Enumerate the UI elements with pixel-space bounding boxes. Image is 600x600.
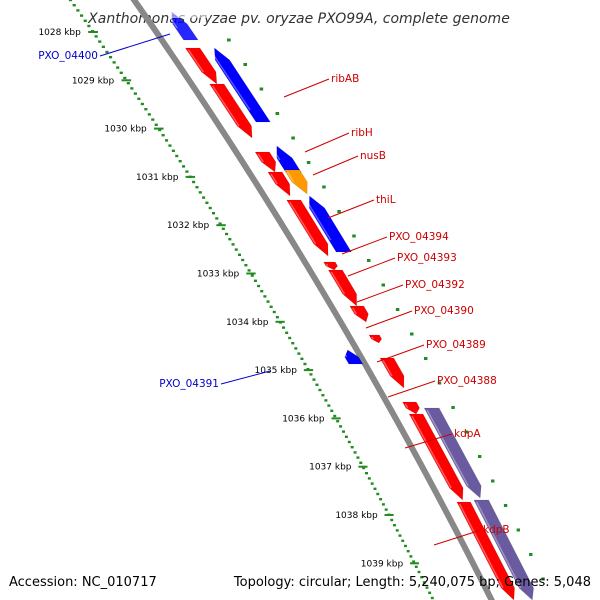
tick-label: 1034 kbp — [226, 318, 269, 328]
gene-arrow-ribh — [254, 151, 277, 173]
gene-highlight — [342, 351, 348, 358]
leader-line — [387, 380, 436, 398]
tick-label: 1035 kbp — [255, 366, 298, 376]
gene-arrow-pxo-04394 — [308, 195, 352, 253]
gene-label-pxo-04389[interactable]: PXO_04389 — [426, 339, 486, 351]
tick-label: 1029 kbp — [72, 76, 115, 86]
gene-arrow-nusb — [267, 171, 291, 197]
gene-highlight — [209, 49, 251, 111]
gene-arrow-orange — [283, 169, 308, 195]
gene-label-pxo-04392[interactable]: PXO_04392 — [405, 279, 465, 291]
gene-label-pxo-04394[interactable]: PXO_04394 — [389, 231, 449, 243]
leader-line — [312, 155, 359, 176]
gene-arrow-purple-2 — [473, 499, 534, 600]
gene-highlight — [382, 359, 393, 377]
gene-arrow-thil — [286, 199, 329, 257]
gene-arrow-pxo-04393 — [323, 261, 338, 271]
tick-label: 1037 kbp — [309, 463, 352, 473]
gene-highlight — [257, 153, 264, 163]
gene-arrow-rib-reverse — [214, 47, 271, 123]
top-fade — [170, 0, 210, 18]
label-leader-lines — [99, 33, 482, 546]
gene-arrow-pxo-04391 — [344, 349, 364, 365]
gene-highlight — [271, 147, 281, 161]
gene-highlight — [289, 201, 317, 245]
tick-label: 1036 kbp — [282, 414, 325, 424]
tick-label: 1030 kbp — [104, 125, 147, 135]
gene-highlight — [371, 336, 374, 340]
tick-label: 1038 kbp — [335, 511, 378, 521]
gene-highlight — [404, 403, 409, 409]
gene-highlight — [270, 173, 278, 185]
gene-arrow-pxo-04400 — [171, 11, 199, 41]
leader-line — [327, 199, 375, 219]
gene-highlight — [330, 271, 346, 295]
gene-highlight — [325, 263, 329, 267]
gene-highlight — [212, 85, 240, 127]
gene-label-ribh[interactable]: ribH — [351, 127, 373, 139]
tick-label: 1028 kbp — [38, 28, 81, 38]
gene-arrow-kdpb — [456, 501, 515, 600]
gene-highlight — [187, 49, 204, 73]
kbp-tick-labels: 1028 kbp 1029 kbp 1030 kbp 1031 kbp 1032 kbp… — [38, 28, 419, 569]
leader-line — [356, 284, 404, 303]
gene-label-ribab[interactable]: ribAB — [331, 73, 359, 85]
tick-label: 1039 kbp — [361, 559, 404, 569]
topology-summary: Topology: circular; Length: 5,240,075 bp… — [233, 575, 591, 590]
gene-label-pxo-04390[interactable]: PXO_04390 — [414, 305, 474, 317]
kbp-tick-ring — [68, 0, 434, 600]
leader-line — [341, 236, 388, 255]
leader-line — [365, 310, 413, 329]
leader-line — [376, 344, 425, 363]
gene-label-kdpa[interactable]: kdpA — [454, 428, 481, 440]
tick-label: 1032 kbp — [167, 221, 210, 231]
gene-label-pxo-04391[interactable]: PXO_04391 — [159, 378, 219, 390]
leader-line — [347, 257, 396, 277]
gene-highlight — [286, 171, 295, 183]
gene-label-pxo-04388[interactable]: PXO_04388 — [437, 375, 497, 387]
gene-highlight — [304, 197, 332, 241]
accession-text: Accession: NC_010717 — [9, 575, 157, 590]
tick-label: 1031 kbp — [136, 173, 179, 183]
leader-line — [283, 78, 330, 98]
gene-arrow-pxo-04390 — [349, 305, 369, 323]
leader-line — [433, 529, 482, 546]
leader-line — [304, 132, 350, 153]
gene-arrow-rev-2 — [276, 145, 302, 173]
tick-label: 1033 kbp — [197, 270, 240, 280]
gene-highlight — [426, 409, 469, 487]
leader-line — [220, 370, 271, 385]
gene-arrow-ribab-2 — [209, 83, 253, 139]
gene-arrow-kdpa — [408, 413, 464, 501]
gene-arrow-pxo-04392 — [327, 269, 358, 307]
gene-arrow-purple-1 — [423, 407, 482, 499]
leader-line — [99, 33, 171, 57]
gene-label-nusb[interactable]: nusB — [360, 150, 386, 162]
genome-backbone — [130, 0, 495, 600]
gene-arrow-ribab-1 — [184, 47, 218, 85]
gene-arrow-pxo-04389 — [368, 334, 383, 344]
gene-highlight — [352, 307, 357, 315]
gene-label-kdpb[interactable]: kdpB — [483, 524, 510, 536]
gene-highlight — [166, 13, 178, 29]
gene-arrow-pxo-04388 — [379, 357, 405, 389]
gene-highlight — [458, 503, 504, 589]
gene-highlight — [476, 501, 522, 589]
leader-line — [404, 433, 453, 449]
ring-ticks — [227, 38, 545, 581]
gene-arrows — [166, 0, 534, 600]
gene-label-thil[interactable]: thiL — [376, 194, 396, 206]
gene-labels: ribAB ribH nusB thiL PXO_04394 PXO_04393 PXO_0… — [38, 50, 509, 536]
gene-label-pxo-04400[interactable]: PXO_04400 — [38, 50, 98, 62]
gene-label-pxo-04393[interactable]: PXO_04393 — [397, 252, 457, 264]
gene-arrow-kdpa-small — [402, 401, 420, 415]
gene-highlight — [411, 415, 452, 489]
